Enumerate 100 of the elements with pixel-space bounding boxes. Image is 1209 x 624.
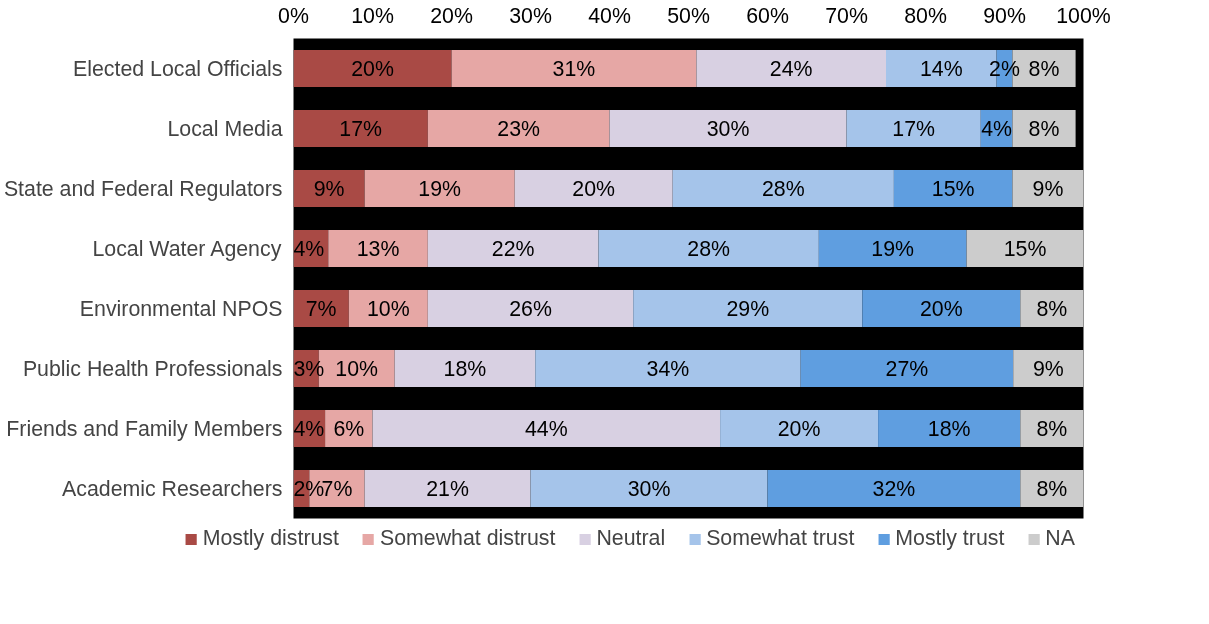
data-label: 10%: [335, 356, 379, 381]
data-label: 28%: [687, 236, 731, 261]
data-label: 20%: [351, 56, 394, 81]
x-tick-label: 60%: [746, 3, 789, 28]
y-tick-label: State and Federal Regulators: [3, 176, 283, 201]
data-label: 20%: [777, 416, 821, 441]
data-label: 13%: [356, 236, 400, 261]
legend-label: Mostly trust: [895, 526, 1005, 551]
legend-label: NA: [1045, 526, 1075, 551]
data-label: 21%: [426, 476, 469, 501]
data-label: 8%: [1028, 116, 1060, 141]
x-tick-label: 0%: [278, 3, 309, 28]
bar: [293, 109, 428, 148]
data-label: 23%: [497, 116, 541, 141]
x-tick-label: 40%: [588, 3, 631, 28]
bar: [696, 49, 886, 88]
data-label: 24%: [769, 56, 813, 81]
legend-label: Somewhat trust: [706, 526, 855, 551]
data-label: 29%: [726, 296, 770, 321]
bar: [427, 289, 634, 328]
y-tick-label: Local Media: [167, 116, 283, 141]
x-tick-label: 50%: [667, 3, 710, 28]
data-label: 18%: [443, 356, 487, 381]
bar: [767, 469, 1021, 508]
data-label: 28%: [761, 176, 805, 201]
data-label: 2%: [989, 56, 1020, 81]
data-label: 18%: [927, 416, 971, 441]
bar: [1012, 109, 1076, 148]
bar: [720, 409, 879, 448]
data-label: 20%: [572, 176, 616, 201]
data-label: 32%: [872, 476, 916, 501]
x-tick-label: 10%: [351, 3, 394, 28]
data-label: 27%: [885, 356, 929, 381]
data-label: 19%: [418, 176, 462, 201]
bar: [878, 409, 1021, 448]
data-label: 14%: [919, 56, 963, 81]
bar: [893, 169, 1013, 208]
data-label: 4%: [981, 116, 1013, 141]
bar: [372, 409, 721, 448]
data-label: 8%: [1036, 416, 1068, 441]
bar: [394, 349, 536, 388]
data-label: 22%: [491, 236, 535, 261]
data-label: 4%: [293, 236, 325, 261]
data-label: 9%: [1032, 176, 1064, 201]
data-label: 8%: [1036, 476, 1068, 501]
data-label: 44%: [524, 416, 568, 441]
y-tick-label: Local Water Agency: [92, 236, 282, 261]
bar: [451, 49, 697, 88]
bar: [633, 289, 863, 328]
data-label: 8%: [1036, 296, 1068, 321]
bar: [364, 169, 515, 208]
data-label: 9%: [313, 176, 345, 201]
bar: [535, 349, 801, 388]
data-label: 26%: [509, 296, 552, 321]
y-tick-label: Friends and Family Members: [6, 416, 283, 441]
data-label: 17%: [892, 116, 936, 141]
data-label: 4%: [293, 416, 325, 441]
bar: [672, 169, 894, 208]
bar: [293, 49, 452, 88]
data-label: 30%: [627, 476, 671, 501]
data-label: 30%: [706, 116, 750, 141]
data-label: 34%: [646, 356, 690, 381]
y-tick-label: Environmental NPOS: [79, 296, 283, 321]
bar: [609, 109, 847, 148]
x-tick-label: 70%: [825, 3, 868, 28]
y-tick-label: Academic Researchers: [62, 476, 283, 501]
legend-label: Neutral: [596, 526, 666, 551]
data-label: 9%: [1032, 356, 1064, 381]
data-label: 8%: [1028, 56, 1060, 81]
bar: [427, 229, 599, 268]
legend-label: Mostly distrust: [202, 526, 339, 551]
bar: [364, 469, 531, 508]
x-tick-label: 30%: [509, 3, 552, 28]
data-label: 15%: [931, 176, 975, 201]
bar: [427, 109, 610, 148]
bar: [862, 289, 1021, 328]
x-tick-label: 100%: [1056, 3, 1111, 28]
data-label: 7%: [305, 296, 337, 321]
bar: [846, 109, 981, 148]
data-label: 15%: [1003, 236, 1047, 261]
bar: [293, 169, 365, 208]
data-label: 10%: [366, 296, 410, 321]
bar: [1012, 169, 1084, 208]
bar: [818, 229, 967, 268]
data-label: 6%: [333, 416, 365, 441]
x-tick-label: 80%: [904, 3, 947, 28]
bar: [800, 349, 1014, 388]
bar: [966, 229, 1084, 268]
data-label: 17%: [339, 116, 383, 141]
y-tick-label: Elected Local Officials: [73, 56, 283, 81]
data-label: 31%: [552, 56, 596, 81]
bar: [514, 169, 673, 208]
x-tick-label: 90%: [983, 3, 1026, 28]
bar: [598, 229, 819, 268]
x-tick-label: 20%: [430, 3, 473, 28]
bar: [530, 469, 768, 508]
legend-label: Somewhat distrust: [379, 526, 556, 551]
data-label: 20%: [919, 296, 963, 321]
data-label: 19%: [871, 236, 915, 261]
y-tick-label: Public Health Professionals: [22, 356, 283, 381]
